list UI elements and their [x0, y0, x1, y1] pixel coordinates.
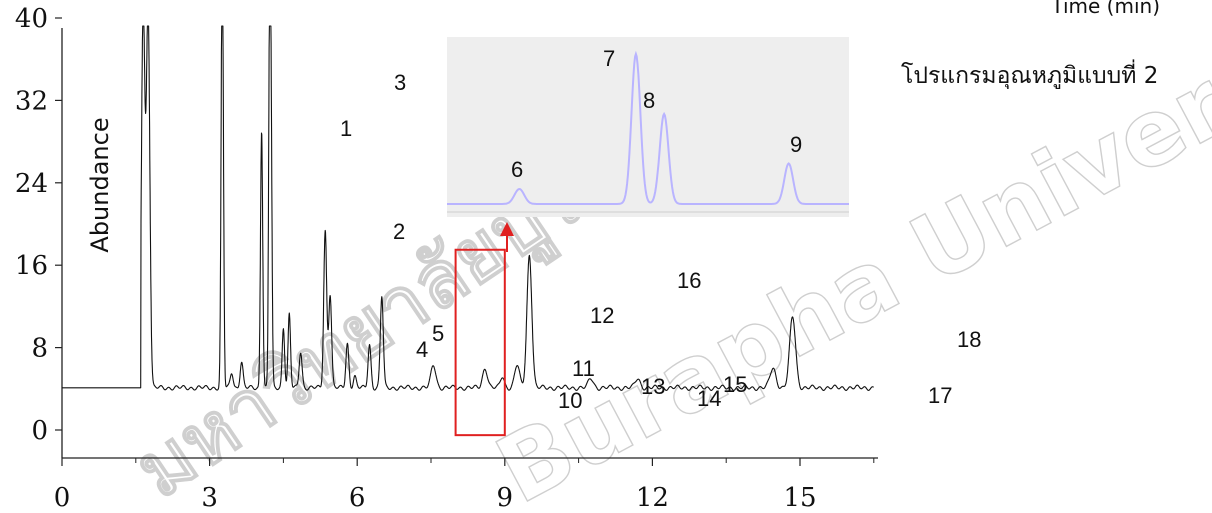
peak-label-12: 12 — [590, 303, 614, 328]
chromatogram-trace — [61, 25, 874, 391]
peak-label-18: 18 — [957, 327, 981, 352]
x-axis-label: Time (min) — [1050, 0, 1160, 18]
y-axis-label: Abundance — [86, 117, 114, 252]
peak-label-4: 4 — [416, 337, 428, 362]
x-tick-label: 12 — [636, 483, 669, 513]
x-tick-label: 9 — [497, 483, 514, 513]
inset-panel — [447, 37, 849, 217]
inset-peak-label-7: 7 — [603, 46, 615, 71]
y-tick-label: 8 — [31, 334, 48, 364]
x-tick-label: 3 — [201, 483, 218, 513]
inset-arrow — [500, 222, 514, 252]
y-tick-label: 40 — [15, 4, 48, 34]
inset-trace — [447, 50, 849, 205]
peak-label-3: 3 — [394, 70, 406, 95]
x-ticks: 0 3 6 9 12 15 — [54, 458, 875, 513]
x-tick-label: 0 — [54, 483, 71, 513]
inset-peak-label-6: 6 — [511, 157, 523, 182]
inset-peak-label-8: 8 — [643, 88, 655, 113]
y-tick-label: 0 — [31, 416, 48, 446]
peak-label-5: 5 — [432, 321, 444, 346]
peak-label-13: 13 — [641, 374, 665, 399]
peak-label-17: 17 — [928, 383, 952, 408]
peak-label-14: 14 — [697, 386, 721, 411]
peak-label-1: 1 — [340, 116, 352, 141]
x-tick-label: 15 — [783, 483, 816, 513]
peak-label-15: 15 — [723, 372, 747, 397]
inset-background — [447, 37, 849, 217]
inset-peak-label-9: 9 — [790, 132, 802, 157]
y-tick-label: 24 — [15, 169, 48, 199]
y-tick-label: 32 — [15, 86, 48, 116]
highlight-box — [454, 248, 506, 437]
peak-label-10: 10 — [558, 388, 582, 413]
x-tick-label: 6 — [349, 483, 366, 513]
peak-label-2: 2 — [393, 219, 405, 244]
temperature-program-note: โปรแกรมอุณหภูมิแบบที่ 2 — [901, 59, 1158, 89]
peak-label-11: 11 — [572, 356, 595, 381]
inset-peak-labels: 6 7 8 9 — [511, 46, 802, 182]
y-ticks: 0 8 16 24 32 40 — [15, 4, 62, 446]
y-tick-label: 16 — [15, 251, 48, 281]
peak-label-16: 16 — [677, 268, 701, 293]
